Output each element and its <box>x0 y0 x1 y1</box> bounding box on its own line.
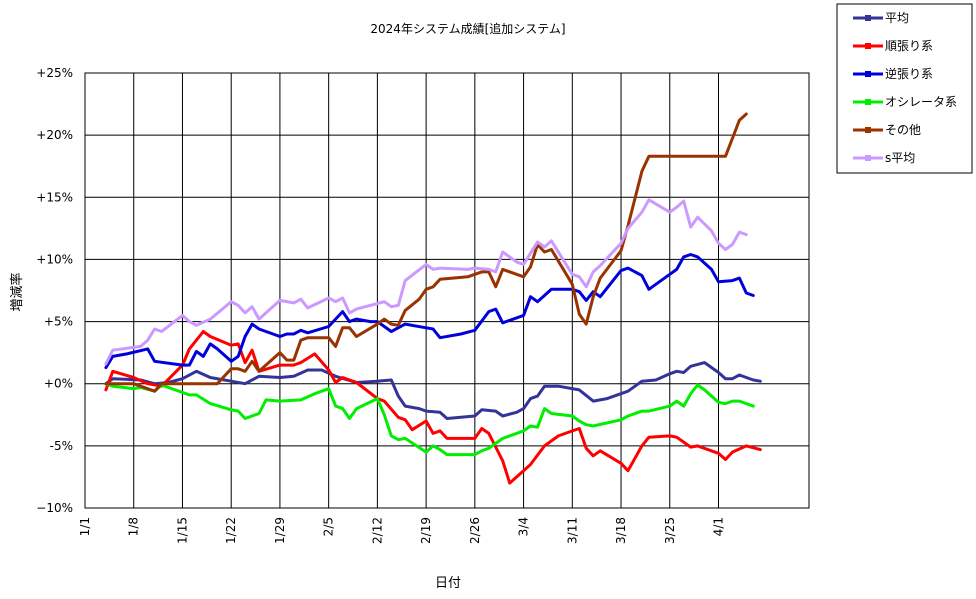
x-tick-label: 2/5 <box>322 517 336 536</box>
legend-label: オシレータ系 <box>885 95 957 109</box>
x-tick-label: 2/12 <box>370 517 384 544</box>
x-tick-label: 2/19 <box>419 517 433 544</box>
legend-label: s平均 <box>885 151 915 165</box>
y-axis-label: 増減率 <box>9 272 25 311</box>
legend-label: 平均 <box>885 11 909 25</box>
legend-label: 逆張り系 <box>885 66 933 81</box>
y-tick-labels: −10% -5% +0% +5% +10% +15% +20% +25% <box>36 66 73 515</box>
x-tick-label: 2/26 <box>468 517 482 544</box>
series-line <box>104 382 755 457</box>
y-tick-label: +20% <box>36 128 73 142</box>
chart-title: 2024年システム成績[追加システム] <box>370 21 565 36</box>
x-tick-label: 3/4 <box>517 517 531 536</box>
y-tick-label: +5% <box>44 315 73 329</box>
y-tick-label: +10% <box>36 252 73 266</box>
legend-label: その他 <box>885 123 921 137</box>
legend-marker <box>865 99 871 105</box>
legend-label: 順張り系 <box>885 39 933 53</box>
legend-marker <box>865 155 871 161</box>
legend-box <box>836 3 973 174</box>
series-line <box>104 112 748 393</box>
y-tick-label: −10% <box>36 501 73 515</box>
x-tick-label: 1/8 <box>127 517 141 536</box>
y-tick-label: +15% <box>36 190 73 204</box>
legend-marker <box>865 71 871 77</box>
x-tick-label: 1/29 <box>273 517 287 544</box>
x-axis-label: 日付 <box>435 576 461 591</box>
x-tick-label: 4/1 <box>712 517 726 536</box>
series-line <box>104 253 755 370</box>
legend-marker <box>865 43 871 49</box>
series-lines <box>104 112 762 485</box>
series-line <box>104 361 762 420</box>
x-tick-labels: 1/1 1/8 1/15 1/22 1/29 2/5 2/12 2/19 2/26 3/4 3/11… <box>78 517 726 544</box>
legend-marker <box>865 127 871 133</box>
x-tick-label: 1/1 <box>78 517 92 536</box>
y-tick-label: +0% <box>44 377 73 391</box>
plot-area-border <box>84 72 810 509</box>
legend-marker <box>865 15 871 21</box>
y-tick-label: -5% <box>50 439 73 453</box>
x-tick-label: 3/11 <box>565 517 579 544</box>
x-tick-label: 3/25 <box>663 517 677 544</box>
y-tick-label: +25% <box>36 66 73 80</box>
series-line <box>104 330 762 485</box>
x-tick-label: 1/15 <box>175 517 189 544</box>
x-tick-label: 1/22 <box>224 517 238 544</box>
x-tick-label: 3/18 <box>614 517 628 544</box>
grid <box>84 72 809 509</box>
series-line <box>104 198 748 366</box>
